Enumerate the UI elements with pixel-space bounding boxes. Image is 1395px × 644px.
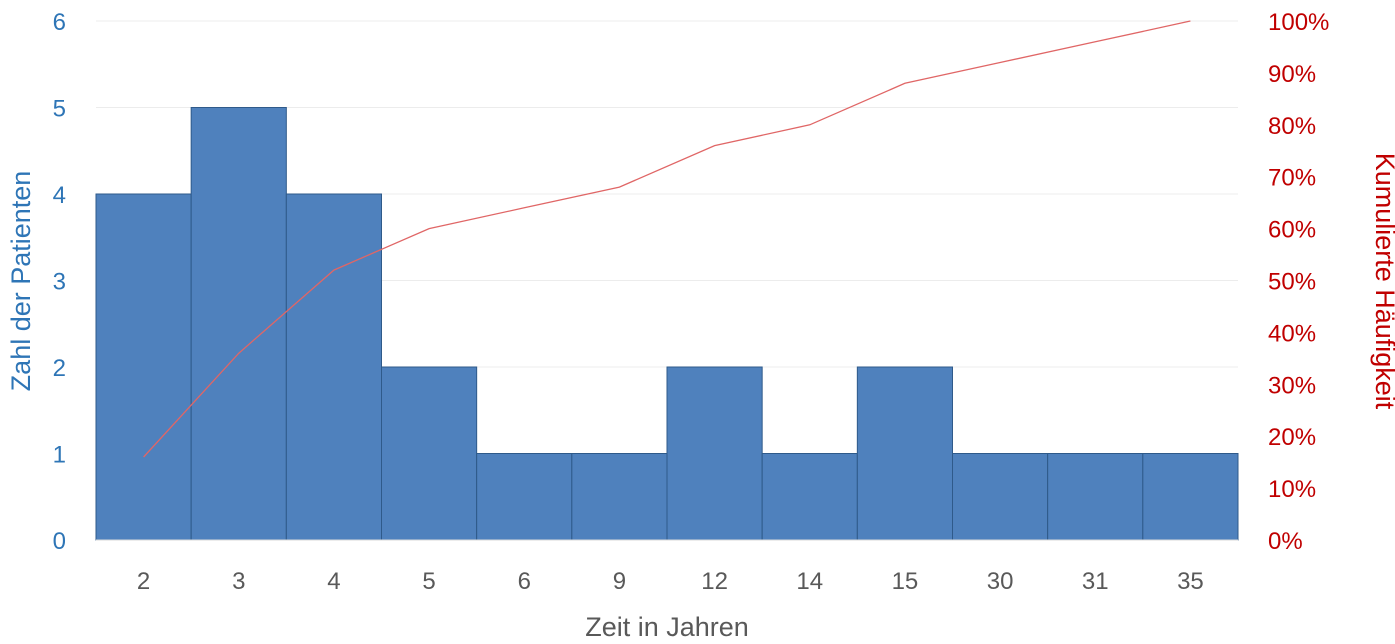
bar bbox=[761, 453, 858, 541]
right-tick-label: 100% bbox=[1268, 9, 1329, 36]
x-tick-label: 5 bbox=[422, 568, 435, 595]
x-tick-label: 35 bbox=[1177, 568, 1204, 595]
bar bbox=[285, 193, 383, 541]
x-tick-label: 9 bbox=[613, 568, 626, 595]
left-axis-ticks: 0 1 2 3 4 5 6 bbox=[53, 9, 66, 555]
x-axis-ticks: 2 3 4 5 6 9 12 14 15 30 31 35 bbox=[137, 568, 1204, 595]
right-axis-title: Kumulierte Häufigkeit bbox=[1370, 153, 1395, 410]
x-tick-label: 14 bbox=[796, 568, 823, 595]
bar bbox=[666, 366, 763, 541]
x-tick-label: 15 bbox=[892, 568, 919, 595]
cumulative-line-series bbox=[143, 20, 1191, 458]
right-tick-label: 0% bbox=[1268, 528, 1303, 555]
right-tick-label: 30% bbox=[1268, 372, 1316, 399]
x-tick-label: 30 bbox=[987, 568, 1014, 595]
left-axis-title: Zahl der Patienten bbox=[6, 171, 36, 392]
left-tick-label: 1 bbox=[53, 442, 66, 469]
left-tick-label: 2 bbox=[53, 355, 66, 382]
x-tick-label: 3 bbox=[232, 568, 245, 595]
bar bbox=[856, 366, 953, 541]
x-tick-label: 31 bbox=[1082, 568, 1109, 595]
left-tick-label: 4 bbox=[53, 182, 66, 209]
cumulative-line bbox=[143, 20, 1191, 458]
bar bbox=[1047, 453, 1144, 541]
x-axis-title: Zeit in Jahren bbox=[585, 612, 749, 642]
left-tick-label: 0 bbox=[53, 528, 66, 555]
left-tick-label: 5 bbox=[53, 96, 66, 123]
x-tick-label: 2 bbox=[137, 568, 150, 595]
right-tick-label: 10% bbox=[1268, 476, 1316, 503]
right-axis-ticks: 0% 10% 20% 30% 40% 50% 60% 70% 80% 90% 100% bbox=[1268, 9, 1329, 555]
right-tick-label: 60% bbox=[1268, 217, 1316, 244]
x-tick-label: 12 bbox=[701, 568, 728, 595]
right-tick-label: 50% bbox=[1268, 269, 1316, 296]
bar bbox=[381, 366, 478, 541]
right-tick-label: 40% bbox=[1268, 320, 1316, 347]
left-tick-label: 6 bbox=[53, 9, 66, 36]
bar-series bbox=[95, 107, 1239, 541]
bar bbox=[952, 453, 1049, 541]
right-tick-label: 70% bbox=[1268, 165, 1316, 192]
right-tick-label: 80% bbox=[1268, 113, 1316, 140]
bar bbox=[476, 453, 573, 541]
right-tick-label: 20% bbox=[1268, 424, 1316, 451]
x-tick-label: 4 bbox=[327, 568, 340, 595]
bar bbox=[1142, 453, 1239, 541]
right-tick-label: 90% bbox=[1268, 61, 1316, 88]
left-tick-label: 3 bbox=[53, 269, 66, 296]
bar bbox=[95, 193, 192, 541]
x-tick-label: 6 bbox=[518, 568, 531, 595]
bar bbox=[571, 453, 668, 541]
